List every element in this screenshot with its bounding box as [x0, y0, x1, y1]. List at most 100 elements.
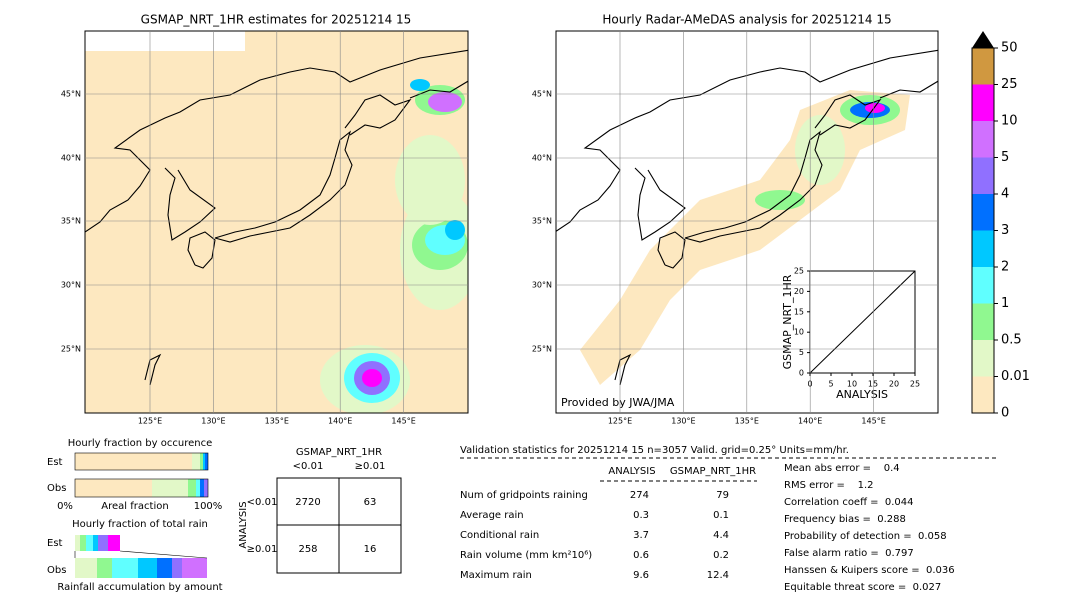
x-tick-label: 15	[868, 380, 878, 389]
colorbar-segment	[972, 48, 994, 85]
cell: 0.1	[713, 510, 729, 521]
cell: 63	[364, 497, 377, 508]
colorbar-extend	[972, 31, 994, 48]
y-tick-label: 0	[799, 369, 804, 378]
column-header: GSMAP_NRT_1HR	[670, 466, 756, 477]
row-label: <0.01	[247, 497, 278, 508]
cell: 0.3	[633, 510, 649, 521]
cell: 12.4	[707, 570, 729, 581]
colorbar-label: 0.01	[1001, 369, 1030, 384]
colorbar-label: 2	[1001, 260, 1009, 275]
lon-label: 125°E	[138, 417, 162, 426]
cell: 3.7	[633, 530, 649, 541]
row-label: Num of gridpoints raining	[460, 490, 588, 501]
lon-label: 125°E	[608, 417, 632, 426]
cell: 0.2	[713, 550, 729, 561]
score: RMS error = 1.2	[784, 480, 874, 491]
score: False alarm ratio = 0.797	[784, 548, 914, 559]
colorbar-segment	[972, 157, 994, 194]
left-map	[85, 31, 468, 413]
lat-label: 25°N	[532, 345, 552, 354]
column-header: ANALYSIS	[608, 466, 655, 477]
colorbar-label: 25	[1001, 77, 1018, 92]
lat-label: 30°N	[532, 281, 552, 290]
col-label: <0.01	[293, 461, 324, 472]
caption: Rainfall accumulation by amount	[57, 582, 222, 593]
lon-label: 135°E	[265, 417, 289, 426]
col-title: GSMAP_NRT_1HR	[296, 447, 382, 458]
colorbar-segment	[972, 267, 994, 304]
colorbar-label: 3	[1001, 223, 1009, 238]
lat-label: 25°N	[61, 345, 81, 354]
colorbar-label: 4	[1001, 187, 1009, 202]
score: Probability of detection = 0.058	[784, 531, 947, 542]
colorbar-segment	[972, 303, 994, 340]
score: Frequency bias = 0.288	[784, 514, 906, 525]
lon-label: 140°E	[328, 417, 352, 426]
row-title: ANALYSIS	[238, 501, 249, 548]
lat-label: 45°N	[532, 90, 552, 99]
axis-label: 100%	[194, 501, 223, 512]
colorbar-label: 5	[1001, 150, 1009, 165]
x-tick-label: 25	[910, 380, 920, 389]
inset-ylabel: GSMAP_NRT_1HR	[781, 274, 794, 369]
colorbar-segment	[972, 340, 994, 377]
row-label: Est	[47, 457, 63, 468]
colorbar-segment	[972, 230, 994, 267]
colorbar-segment	[972, 121, 994, 158]
colorbar-label: 1	[1001, 296, 1009, 311]
colorbar-segment	[972, 84, 994, 121]
panel-title: Hourly fraction by occurence	[68, 438, 212, 449]
cell: 4.4	[713, 530, 729, 541]
y-tick-label: 10	[794, 328, 804, 337]
score: Mean abs error = 0.4	[784, 463, 900, 474]
row-label: Rain volume (mm km²10⁶)	[460, 550, 592, 561]
score: Correlation coeff = 0.044	[784, 497, 914, 508]
lat-label: 30°N	[61, 281, 81, 290]
score: Equitable threat score = 0.027	[784, 582, 941, 593]
y-tick-label: 25	[794, 267, 804, 276]
axis-label: Areal fraction	[101, 501, 168, 512]
lon-label: 130°E	[201, 417, 225, 426]
cell: 258	[298, 544, 317, 555]
colorbar-label: 0	[1001, 406, 1009, 421]
y-tick-label: 5	[799, 348, 804, 357]
x-tick-label: 10	[847, 380, 857, 389]
cell: 2720	[295, 497, 320, 508]
lat-label: 35°N	[61, 217, 81, 226]
occurrence-bars	[74, 452, 209, 498]
score: Hanssen & Kuipers score = 0.036	[784, 565, 955, 576]
cell: 79	[716, 490, 729, 501]
cell: 16	[364, 544, 377, 555]
inset-xlabel: ANALYSIS	[836, 388, 888, 401]
row-label: Maximum rain	[460, 570, 532, 581]
cell: 274	[630, 490, 649, 501]
lat-label: 40°N	[61, 154, 81, 163]
lon-label: 145°E	[391, 417, 415, 426]
lon-label: 140°E	[798, 417, 822, 426]
colorbar-segment	[972, 194, 994, 231]
panel-title: Hourly fraction of total rain	[72, 519, 208, 530]
row-label: Obs	[47, 483, 66, 494]
y-tick-label: 15	[794, 307, 804, 316]
row-label: Est	[47, 538, 63, 549]
x-tick-label: 5	[828, 380, 833, 389]
diagonal	[809, 270, 916, 374]
map-title: Hourly Radar-AMeDAS analysis for 2025121…	[602, 13, 891, 27]
lon-label: 135°E	[735, 417, 759, 426]
total-rain-bars	[74, 535, 208, 578]
row-label: Obs	[47, 565, 66, 576]
cell: 0.6	[633, 550, 649, 561]
colorbar-segment	[972, 376, 994, 413]
map-title: GSMAP_NRT_1HR estimates for 20251214 15	[141, 13, 412, 27]
y-tick-label: 20	[794, 287, 804, 296]
x-tick-label: 20	[889, 380, 899, 389]
credit: Provided by JWA/JMA	[561, 396, 675, 409]
row-label: Conditional rain	[460, 530, 539, 541]
row-label: Average rain	[460, 510, 524, 521]
lat-label: 45°N	[61, 90, 81, 99]
lon-label: 145°E	[861, 417, 885, 426]
axis-label: 0%	[57, 501, 73, 512]
stats-header: Validation statistics for 20251214 15 n=…	[460, 445, 849, 456]
row-label: ≥0.01	[247, 544, 278, 555]
